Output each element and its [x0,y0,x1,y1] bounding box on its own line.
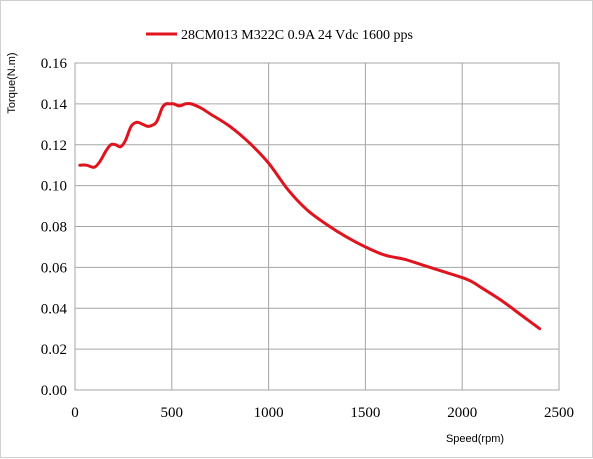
y-tick-label: 0.04 [41,301,68,317]
legend: 28CM013 M322C 0.9A 24 Vdc 1600 pps [146,28,413,43]
x-tick-label: 0 [71,405,79,421]
y-tick-label: 0.14 [41,97,68,113]
grid [74,62,560,391]
y-axis-ticks: 0.00 0.02 0.04 0.06 0.08 0.10 0.12 0.14 0.16 [41,56,68,399]
x-axis-ticks: 0 500 1000 1500 2000 2500 [71,405,574,421]
series-line [78,101,542,331]
x-tick-label: 1500 [350,405,380,421]
x-tick-label: 500 [161,405,184,421]
series-layer [78,101,542,331]
y-tick-label: 0.16 [41,56,68,72]
y-tick-label: 0.06 [41,260,68,276]
x-tick-label: 1000 [254,405,284,421]
y-tick-label: 0.02 [41,342,67,358]
y-tick-label: 0.12 [41,138,67,154]
x-tick-label: 2000 [447,405,477,421]
legend-label: 28CM013 M322C 0.9A 24 Vdc 1600 pps [181,28,413,43]
x-axis-title: Speed(rpm) [446,433,504,445]
y-tick-label: 0.10 [41,179,67,195]
y-tick-label: 0.08 [41,220,67,236]
plot-area [74,62,560,391]
x-tick-label: 2500 [544,405,574,421]
y-tick-label: 0.00 [41,383,67,399]
y-axis-title: Torque(N.m) [6,52,18,113]
